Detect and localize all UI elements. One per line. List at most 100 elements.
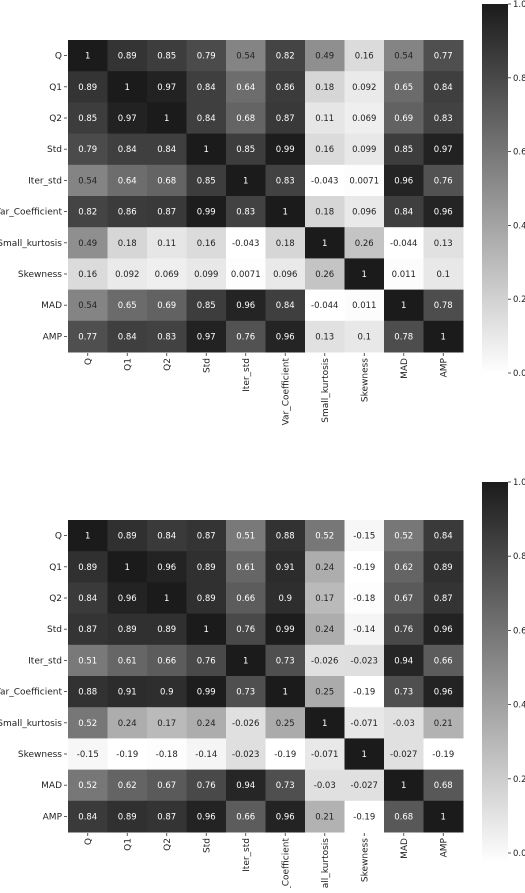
cell-value-label: 0.51 (78, 656, 97, 666)
cell-value-label: 1 (401, 301, 406, 311)
heatmap-cell (305, 676, 345, 708)
colorbar-tick-label: 0.6 (513, 148, 525, 158)
colorbar-tick-label: 1.0 (513, 478, 525, 488)
heatmap-cell (68, 644, 108, 677)
cell-value-label: 0.85 (236, 145, 255, 155)
cell-value-label: 0.82 (276, 52, 295, 62)
cell-value-label: 0.16 (355, 52, 374, 62)
cell-value-label: 0.84 (78, 594, 97, 604)
cell-value-label: 0.84 (434, 83, 453, 93)
cell-value-label: 0.69 (394, 114, 413, 124)
heatmap-cell (226, 738, 266, 771)
cell-value-label: 0.092 (352, 83, 376, 93)
heatmap-cell (107, 551, 148, 583)
heatmap-cell (186, 520, 227, 552)
heatmap-cell (344, 227, 385, 259)
heatmap-cell (344, 738, 385, 771)
heatmap-cell (186, 102, 227, 135)
heatmap-cell (344, 644, 385, 677)
heatmap-cell (68, 769, 108, 802)
cell-value-label: 0.54 (394, 52, 413, 62)
heatmap-cell (344, 520, 385, 552)
cell-value-label: 0.24 (315, 563, 334, 573)
col-tick-label: Q (84, 838, 94, 845)
heatmap-cell (344, 196, 385, 228)
heatmap-cell (344, 102, 385, 135)
heatmap-cell (68, 582, 108, 615)
heatmap-cell (226, 227, 266, 259)
cell-value-label: 0.96 (394, 176, 413, 186)
cell-value-label: 0.9 (278, 594, 292, 604)
cell-value-label: 0.21 (315, 812, 334, 822)
heatmap-cell (68, 738, 108, 771)
col-tick-label: AMP (439, 357, 449, 377)
heatmap-cell (147, 769, 187, 802)
cell-value-label: 0.99 (197, 208, 216, 218)
cell-value-label: 0.87 (157, 208, 176, 218)
cell-value-label: 0.86 (118, 208, 137, 218)
cell-value-label: 0.89 (78, 563, 97, 573)
cell-value-label: 0.76 (236, 332, 255, 342)
heatmap-cell (226, 582, 266, 615)
cell-value-label: 0.9 (160, 688, 174, 698)
cell-value-label: 0.87 (434, 594, 453, 604)
heatmap-cell (68, 164, 108, 197)
cell-value-label: 0.78 (394, 332, 413, 342)
row-tick-label: Small_kurtosis (0, 719, 62, 729)
heatmap-cell (265, 102, 306, 135)
heatmap-cell (107, 800, 148, 833)
heatmap-cell (147, 258, 187, 291)
cell-value-label: -0.18 (156, 750, 178, 760)
heatmap-cell (344, 258, 385, 291)
heatmap-cell (147, 40, 187, 72)
cell-value-label: 0.76 (394, 625, 413, 635)
cell-value-label: 0.83 (236, 208, 255, 218)
heatmap-cell (265, 613, 306, 646)
heatmap-cell (147, 582, 187, 615)
cell-value-label: 0.24 (118, 719, 137, 729)
cell-value-label: 0.25 (276, 719, 295, 729)
cell-value-label: 0.97 (197, 332, 216, 342)
heatmap-cell (384, 227, 424, 259)
cell-value-label: 0.84 (276, 301, 295, 311)
row-tick-label: Var_Coefficient (0, 688, 62, 698)
heatmap-cell (147, 644, 187, 677)
cell-value-label: -0.19 (432, 750, 454, 760)
heatmap-cell (265, 133, 306, 166)
col-tick-label: Q1 (123, 838, 133, 851)
heatmap-cell (423, 769, 464, 802)
heatmap-cell (68, 613, 108, 646)
heatmap-cell (147, 551, 187, 583)
heatmap-cell (423, 520, 464, 552)
heatmap-cell (147, 520, 187, 552)
cell-value-label: 0.84 (434, 532, 453, 542)
row-tick-label: MAD (41, 301, 62, 311)
heatmap-cell (226, 800, 266, 833)
heatmap-cell (147, 738, 187, 771)
cell-value-label: 0.011 (352, 301, 376, 311)
cell-value-label: 1 (441, 332, 446, 342)
heatmap-cell (423, 71, 464, 103)
heatmap-cell (147, 164, 187, 197)
heatmap-cell (423, 320, 464, 353)
heatmap-cell (68, 520, 108, 552)
cell-value-label: 0.26 (315, 270, 334, 280)
cell-value-label: 1 (85, 52, 90, 62)
cell-value-label: 1 (125, 563, 130, 573)
heatmap-cell (107, 676, 148, 708)
cell-value-label: 0.76 (197, 656, 216, 666)
heatmap-cell (265, 582, 306, 615)
cell-value-label: 0.11 (157, 239, 176, 249)
col-tick-label: Q1 (123, 358, 133, 371)
col-tick-label: Small_kurtosis (321, 358, 331, 423)
heatmap-cell (107, 769, 148, 802)
heatmap-cell (384, 644, 424, 677)
cell-value-label: 0.49 (315, 52, 334, 62)
cell-value-label: 0.99 (197, 688, 216, 698)
heatmap-cell (226, 644, 266, 677)
colorbar (482, 482, 508, 862)
heatmap-cell (305, 644, 345, 677)
cell-value-label: 0.54 (236, 52, 255, 62)
heatmap-cell (107, 289, 148, 322)
row-tick-label: Q1 (49, 563, 62, 573)
